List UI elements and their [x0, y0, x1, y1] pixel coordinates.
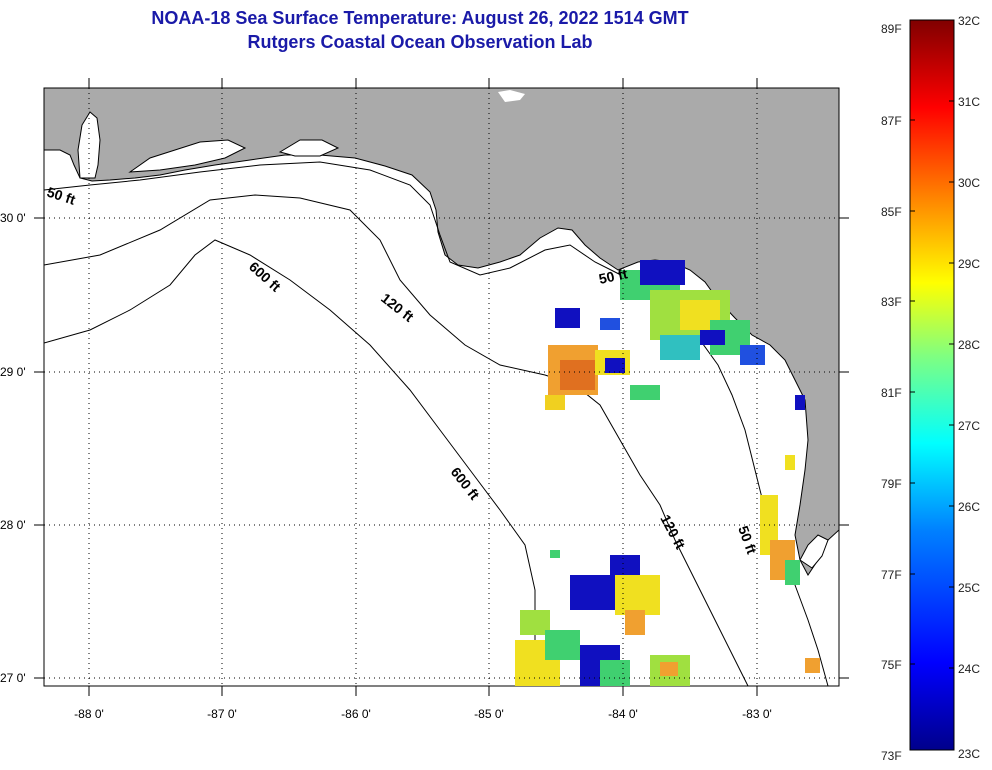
colorbar [909, 19, 955, 751]
st-andrew-bay [278, 139, 340, 157]
land-mass [44, 88, 839, 576]
colorbar-f-labels: 89F 87F 85F 83F 81F 79F 77F 75F 73F [881, 22, 902, 763]
cb-label-89F: 89F [881, 22, 902, 36]
lon-label-83: -83 0' [742, 707, 772, 721]
cb-label-29C: 29C [958, 257, 980, 271]
sst-data [515, 260, 820, 686]
cb-label-31C: 31C [958, 95, 980, 109]
cb-label-73F: 73F [881, 749, 902, 763]
lake [498, 90, 525, 102]
cb-label-26C: 26C [958, 500, 980, 514]
colorbar-c-labels: 32C 31C 30C 29C 28C 27C 26C 25C 24C 23C [958, 14, 980, 761]
contour-120ft [44, 194, 749, 686]
tampa-bay [799, 534, 829, 569]
cb-label-77F: 77F [881, 568, 902, 582]
cb-label-87F: 87F [881, 114, 902, 128]
cb-label-27C: 27C [958, 419, 980, 433]
cb-label-30C: 30C [958, 176, 980, 190]
lat-label-29: 29 0' [0, 365, 26, 379]
sst-patch-offshore-warm [545, 308, 660, 410]
colorbar-ticks [910, 100, 954, 669]
lon-label-84: -84 0' [608, 707, 638, 721]
lon-label-86: -86 0' [341, 707, 371, 721]
cb-label-81F: 81F [881, 386, 902, 400]
cb-label-32C: 32C [958, 14, 980, 28]
cb-label-75F: 75F [881, 658, 902, 672]
cb-label-79F: 79F [881, 477, 902, 491]
panhandle-bays [128, 139, 247, 173]
lon-label-88: -88 0' [74, 707, 104, 721]
lat-label-30: 30 0' [0, 211, 26, 225]
axis-ticks [34, 78, 849, 696]
cb-label-85F: 85F [881, 205, 902, 219]
cb-label-28C: 28C [958, 338, 980, 352]
lon-label-87: -87 0' [207, 707, 237, 721]
cb-label-83F: 83F [881, 295, 902, 309]
lat-label-28: 28 0' [0, 518, 26, 532]
contour-600ft [44, 239, 539, 686]
map-subtitle: Rutgers Coastal Ocean Observation Lab [247, 32, 593, 52]
contour-label-50ft-bigbend: 50 ft [597, 265, 629, 287]
mobile-bay [77, 111, 101, 179]
cb-label-23C: 23C [958, 747, 980, 761]
lon-label-85: -85 0' [474, 707, 504, 721]
lat-label-27: 27 0' [0, 671, 26, 685]
sst-patch-south [515, 550, 690, 686]
sst-patch-bigbend [620, 260, 765, 365]
cb-label-25C: 25C [958, 581, 980, 595]
map-title: NOAA-18 Sea Surface Temperature: August … [151, 8, 689, 28]
cb-label-24C: 24C [958, 662, 980, 676]
